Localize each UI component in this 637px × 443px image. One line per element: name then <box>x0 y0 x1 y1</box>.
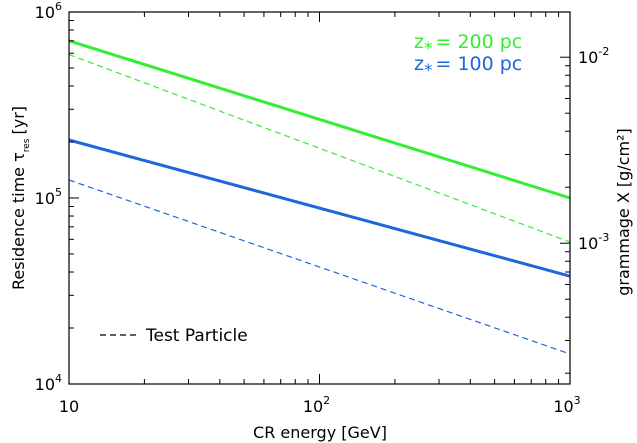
legend-entry-100pc-main: z <box>414 53 424 75</box>
legend-entry-100pc-sub: * <box>424 61 433 81</box>
x-tick-label-0: 10 <box>59 397 79 416</box>
series-line-3-dashed <box>68 179 571 355</box>
y-axis-label-right: grammage X [g/cm²] <box>614 128 633 295</box>
series-line-0-solid <box>68 39 571 200</box>
x-tick-label-1: 102 <box>303 394 330 416</box>
series-lines <box>68 39 571 355</box>
plot-frame <box>68 11 571 385</box>
series-line-1-dashed <box>68 54 571 243</box>
y-tick-label-2: 106 <box>35 0 62 22</box>
legend-entry-200pc-sub: * <box>424 39 433 59</box>
y2-tick-label-0: 10-3 <box>578 231 609 253</box>
x-axis-label: CR energy [GeV] <box>253 423 387 442</box>
x-tick-label-2: 103 <box>553 394 580 416</box>
legend-entry-100pc-rest: = 100 pc <box>435 53 522 75</box>
legend-entry-200pc-main: z <box>414 31 424 53</box>
y2-tick-label-1: 10-2 <box>578 45 609 67</box>
y-tick-label-0: 104 <box>35 372 62 394</box>
axis-ticks: 10 102 103 104 105 106 10-3 10-2 <box>35 0 610 416</box>
legend: z* = 200 pc z* = 100 pc <box>414 31 522 81</box>
legend-entry-200pc: z* = 200 pc <box>414 31 522 59</box>
test-particle-annotation: Test Particle <box>100 326 248 346</box>
series-line-2-solid <box>68 138 571 278</box>
y-axis-label-left: Residence time τres[yr] <box>9 106 32 290</box>
legend-entry-100pc: z* = 100 pc <box>414 53 522 81</box>
legend-entry-200pc-rest: = 200 pc <box>435 31 522 53</box>
test-particle-label: Test Particle <box>145 326 248 346</box>
y-tick-label-1: 105 <box>35 186 62 208</box>
